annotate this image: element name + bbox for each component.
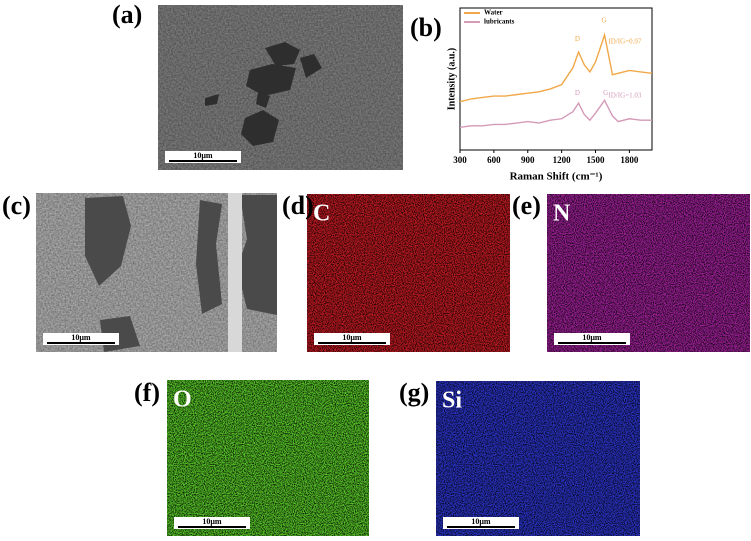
scale-bar-label: 10μm (202, 517, 222, 526)
x-tick-label: 1200 (553, 155, 572, 165)
plot-frame (459, 7, 653, 151)
element-label: Si (442, 388, 462, 414)
x-tick-label: 600 (487, 155, 501, 165)
scale-bar-label: 10μm (342, 333, 362, 342)
panel-label: (b) (410, 13, 442, 42)
x-tick-label: 300 (453, 155, 467, 165)
x-tick-label: 1800 (620, 155, 639, 165)
x-tick-label: 1500 (587, 155, 606, 165)
series-line (459, 32, 653, 103)
scale-bar-label: 10μm (71, 333, 91, 342)
element-label: C (313, 201, 330, 227)
legend-label: lubricants (484, 18, 515, 26)
scale-bar-label: 10μm (471, 517, 491, 526)
annotation: G (603, 89, 608, 97)
y-axis-label: Intensity (a.u.) (446, 48, 457, 111)
element-label: N (553, 201, 571, 227)
eds-texture (167, 380, 369, 536)
eds-texture (436, 381, 640, 536)
eds-texture (547, 194, 750, 352)
annotation: ID/IG=0.97 (608, 38, 641, 46)
panel-label: (c) (2, 191, 31, 220)
element-label: O (173, 387, 192, 413)
legend-label: Water (484, 9, 503, 17)
x-axis-label: Raman Shift (cm⁻¹) (510, 171, 603, 183)
series-line (459, 98, 652, 128)
annotation: D (575, 35, 580, 43)
scale-bar-label: 10μm (582, 333, 602, 342)
panel-label: (d) (282, 191, 314, 220)
panel-label: (a) (112, 0, 142, 29)
annotation: D (575, 89, 580, 97)
dark-region (205, 42, 322, 146)
annotation: G (601, 16, 606, 24)
x-tick-label: 900 (521, 155, 535, 165)
micrographs (36, 5, 750, 536)
panel-label: (g) (399, 378, 429, 407)
scale-bar-label: 10μm (193, 151, 213, 160)
panel-label: (e) (512, 191, 541, 220)
bright-band (228, 193, 242, 352)
annotation: ID/IG=1.03 (608, 92, 641, 100)
eds-texture (307, 194, 510, 352)
panel-label: (f) (134, 378, 160, 407)
